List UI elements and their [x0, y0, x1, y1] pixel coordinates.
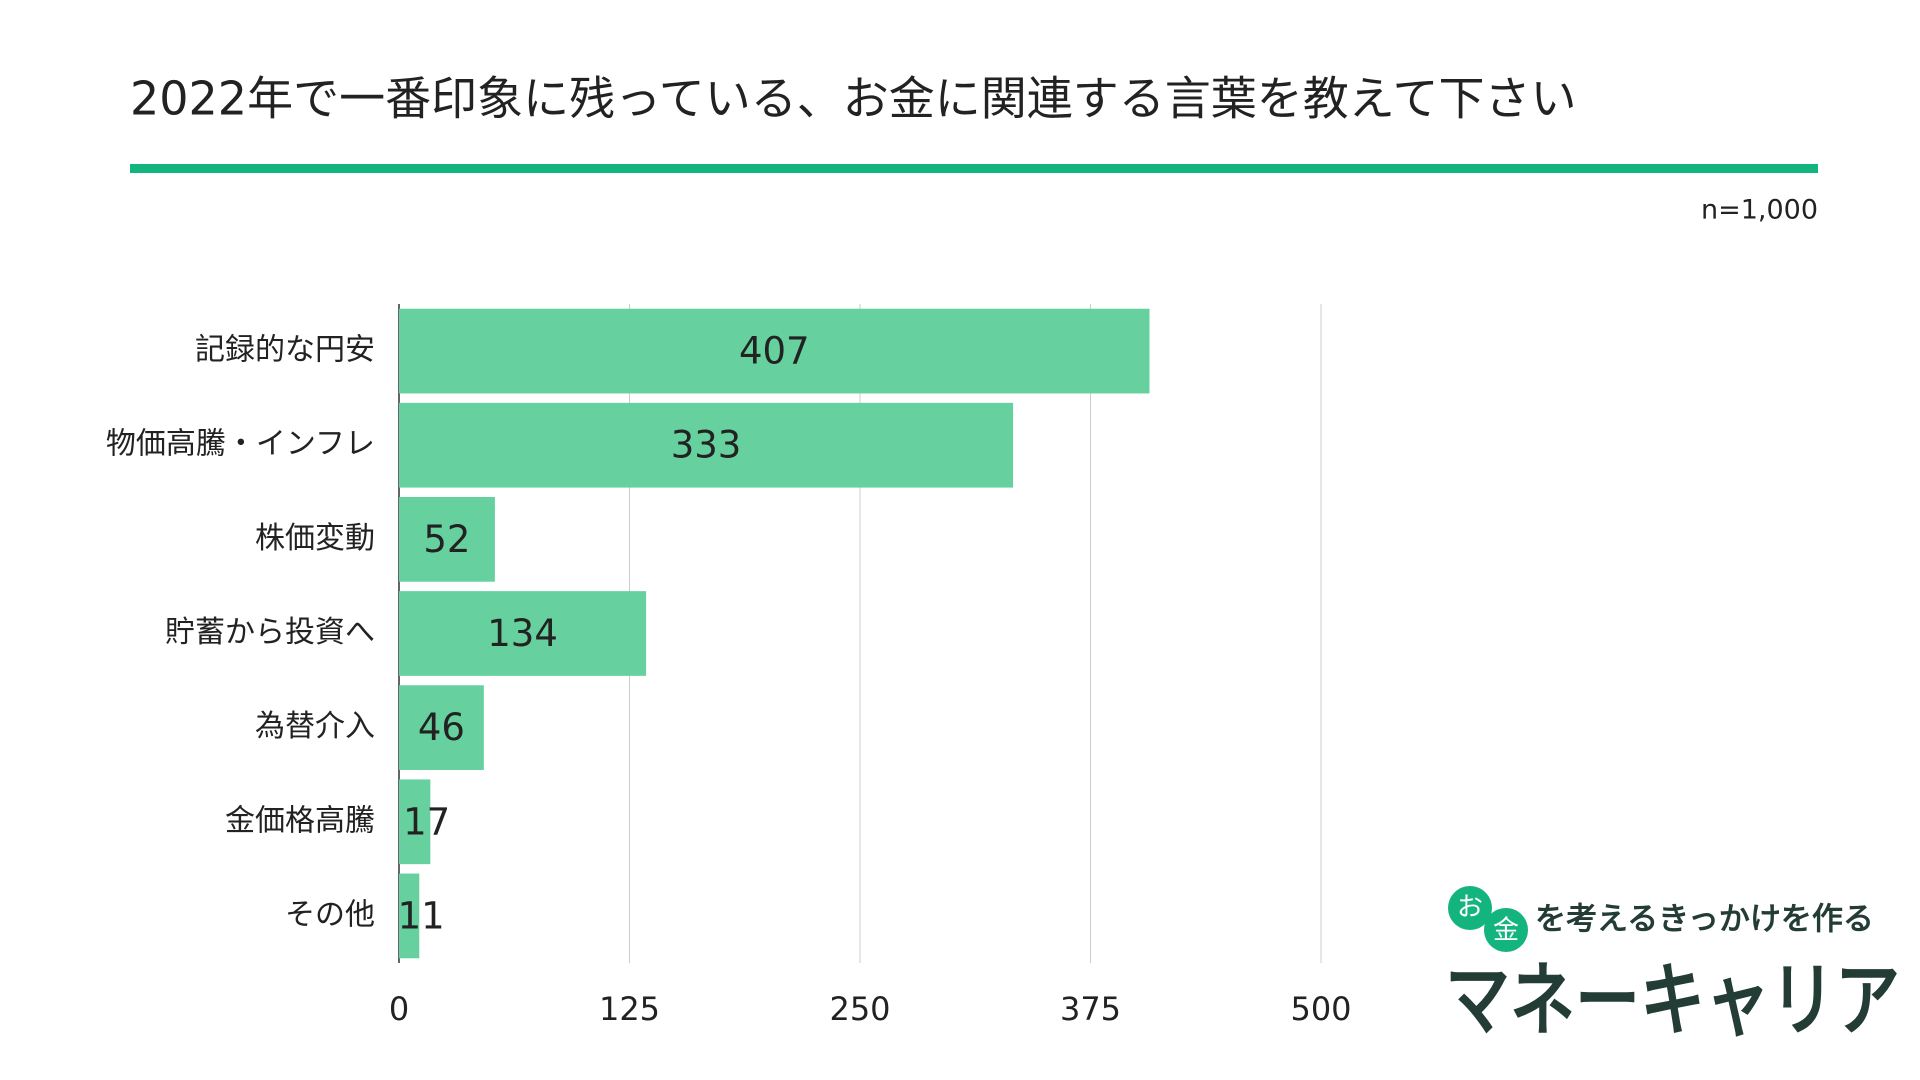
logo: お 金 を考えるきっかけを作る マネーキャリア	[1445, 886, 1900, 1047]
y-tick-label: 株価変動	[255, 521, 375, 556]
logo-char: 金	[1493, 916, 1519, 946]
bar	[399, 591, 647, 676]
chart-title: 2022年で一番印象に残っている、お金に関連する言葉を教えて下さい	[130, 72, 1576, 126]
value-label: 407	[739, 330, 810, 373]
x-tick-label: 375	[1060, 990, 1121, 1028]
value-label: 46	[418, 706, 465, 749]
value-label: 333	[671, 424, 742, 467]
bar	[399, 685, 484, 771]
title-rule	[130, 164, 1818, 173]
bar	[399, 873, 420, 959]
y-tick-label: 金価格高騰	[225, 803, 375, 838]
bar	[399, 308, 1150, 394]
x-tick-label: 500	[1290, 990, 1351, 1028]
x-tick-label: 250	[829, 990, 890, 1028]
bar	[399, 779, 431, 865]
sample-note: n=1,000	[1701, 195, 1818, 226]
logo-circle	[1484, 908, 1528, 952]
y-tick-label: 為替介入	[255, 709, 375, 744]
logo-circle	[1448, 886, 1492, 930]
logo-name: マネーキャリア	[1445, 954, 1900, 1047]
value-label: 52	[423, 518, 470, 561]
bar	[399, 496, 495, 582]
x-tick-label: 0	[389, 990, 409, 1028]
value-label: 17	[403, 800, 450, 843]
y-tick-label: その他	[285, 897, 375, 932]
value-label: 134	[487, 612, 558, 655]
y-tick-label: 物価高騰・インフレ	[106, 427, 375, 462]
logo-char: お	[1457, 893, 1483, 923]
value-label: 11	[398, 894, 445, 937]
y-tick-label: 記録的な円安	[195, 333, 375, 368]
bar	[399, 402, 1014, 488]
y-tick-label: 貯蓄から投資へ	[165, 615, 375, 650]
x-tick-label: 125	[599, 990, 660, 1028]
logo-tagline: を考えるきっかけを作る	[1535, 902, 1874, 938]
